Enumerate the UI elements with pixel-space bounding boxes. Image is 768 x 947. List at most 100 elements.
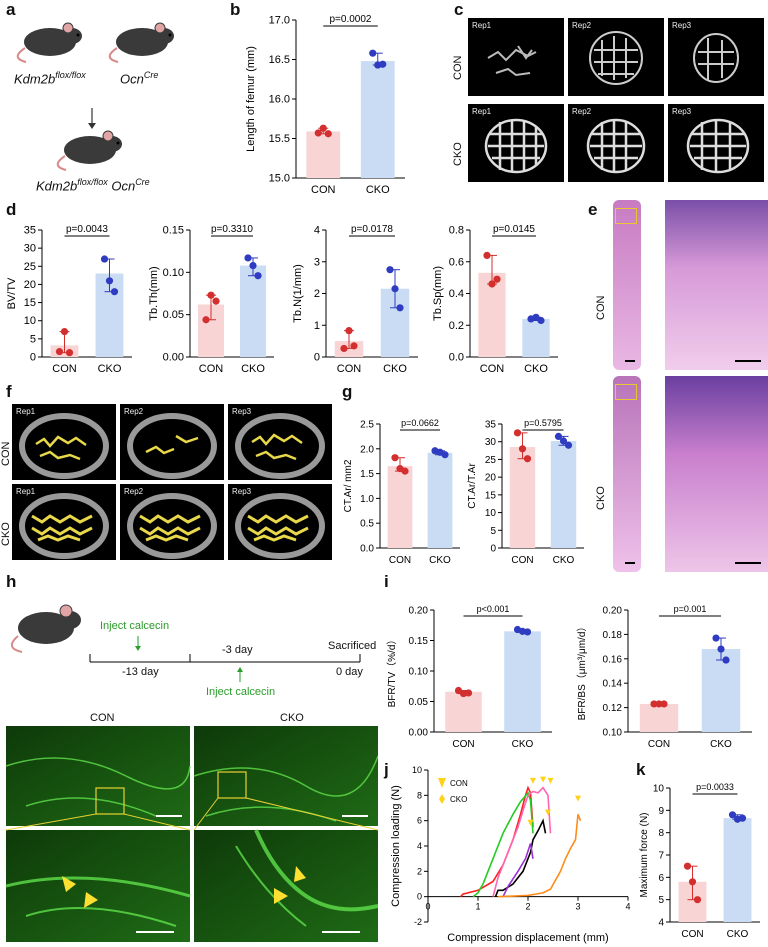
x-tick-label: CKO (553, 555, 575, 566)
y-tick-label: 0.20 (603, 606, 623, 617)
y-tick-label: 1.0 (360, 494, 374, 505)
data-point (369, 49, 377, 57)
cortical-tile: Rep2 (120, 484, 224, 560)
p-value-label: p=0.0002 (330, 14, 372, 25)
panel-a: Kdm2bflox/flox OcnCre Kdm2bflox/flox Ocn… (0, 0, 190, 200)
p-value-label: p=0.0043 (66, 224, 108, 235)
y-tick-label: 15 (485, 490, 497, 501)
row-label-cko: CKO (0, 522, 12, 546)
microct-tile: Rep3 (668, 18, 764, 96)
y-tick-label: 0.14 (603, 679, 623, 690)
data-point (105, 277, 114, 285)
data-point (564, 441, 573, 449)
rep-label: Rep1 (16, 407, 36, 416)
data-point (722, 656, 730, 664)
x-tick-label: 2 (525, 902, 530, 912)
arrow-down-icon (135, 636, 141, 651)
failure-marker (545, 809, 551, 816)
rep-label: Rep3 (232, 487, 252, 496)
sacrificed-label: Sacrificed (328, 640, 377, 652)
timepoint-label: 0 day (336, 666, 363, 678)
bar (509, 447, 536, 548)
data-point (379, 60, 387, 68)
chart-tbn: 0 1 2 3 4 Tb.N(1/mm) CON CKO p=0.0178 (292, 224, 418, 375)
arrowhead-icon (62, 876, 76, 892)
data-point (391, 285, 399, 293)
x-tick-label: CON (337, 363, 362, 375)
chart-bfr-tv: 0.00 0.05 0.10 0.15 0.20 BFR/TV（%/d） CON CKO p<0… (386, 604, 552, 750)
bone-scan-image (686, 118, 750, 174)
legend-label-con: CON (450, 779, 468, 788)
arrowhead-icon (274, 888, 288, 904)
y-tick-label: 8 (658, 828, 664, 839)
y-tick-label: 10 (24, 315, 36, 327)
data-point (396, 304, 404, 312)
data-point (110, 288, 119, 296)
y-tick-label: 0.5 (360, 519, 374, 530)
y-tick-label: 16.5 (269, 54, 290, 66)
y-tick-label: 5 (30, 333, 36, 345)
y-tick-label: 30 (24, 243, 36, 255)
y-axis-label: Tb.Sp(mm) (432, 266, 444, 321)
panel-label-k: k (636, 760, 646, 779)
data-point (314, 129, 322, 137)
he-stain-overview (613, 376, 641, 572)
data-point (207, 291, 215, 299)
y-tick-label: 35 (485, 420, 497, 431)
y-tick-label: 35 (24, 225, 36, 237)
rep-label: Rep2 (124, 407, 144, 416)
panel-label-d: d (6, 200, 17, 219)
y-tick-label: 0.15 (409, 636, 429, 647)
data-point (537, 316, 545, 325)
bar (445, 691, 482, 732)
rep-label: Rep3 (232, 407, 252, 416)
row-label-cko: CKO (595, 486, 607, 510)
y-tick-label: 0.16 (603, 654, 623, 665)
he-stain-zoom (665, 200, 768, 370)
mouse-illustrations (16, 22, 174, 171)
legend-label-cko: CKO (450, 795, 467, 804)
x-tick-label: CKO (366, 184, 390, 196)
data-point (65, 349, 74, 357)
data-point (244, 254, 252, 262)
series-line (497, 814, 582, 898)
y-tick-label: 0.15 (163, 225, 184, 237)
y-tick-label: 2 (417, 866, 422, 876)
inject-label-2: Inject calcecin (206, 686, 276, 698)
rep-label: Rep2 (124, 487, 144, 496)
y-tick-label: 10 (653, 784, 665, 795)
bar (360, 61, 395, 178)
panel-e-histology: CON CKO (595, 200, 768, 576)
cortical-scan-image (19, 493, 109, 559)
roi-box (217, 771, 247, 799)
y-tick-label: 10 (485, 508, 497, 519)
y-tick-label: 6 (658, 873, 664, 884)
row-label-cko: CKO (452, 142, 464, 166)
bar (387, 466, 413, 548)
genotype-label-2: OcnCre (120, 70, 158, 86)
x-tick-label: CON (52, 363, 77, 375)
cortical-tile: Rep1 (12, 404, 116, 480)
panel-h-timeline: Inject calcecin Inject calcecin Sacrific… (0, 590, 380, 710)
timepoint-label: -13 day (122, 666, 159, 678)
bar (306, 131, 341, 178)
mouse-icon (108, 22, 174, 63)
gene-name: Ocn (107, 178, 136, 194)
data-point (518, 445, 527, 453)
panel-label-a: a (6, 0, 16, 19)
bone-scan-image (484, 118, 548, 174)
panel-label-g: g (342, 382, 353, 401)
data-point (401, 467, 409, 475)
y-tick-label: 0.4 (449, 288, 464, 300)
x-tick-label: CKO (512, 739, 534, 750)
chart-femur-length: 15.0 15.5 16.0 16.5 17.0 Length of femur (mm)… (245, 14, 405, 196)
y-tick-label: 3 (314, 256, 320, 268)
data-point (523, 628, 532, 636)
row-label-con: CON (0, 441, 12, 466)
arrowhead-icon (84, 892, 98, 908)
genotype-label-cross: Kdm2bflox/flox OcnCre (36, 177, 150, 193)
panel-label-b: b (230, 0, 241, 19)
rep-label: Rep3 (672, 21, 692, 30)
bone-scan-image (693, 33, 739, 83)
y-axis-label: BFR/TV（%/d） (386, 635, 398, 708)
